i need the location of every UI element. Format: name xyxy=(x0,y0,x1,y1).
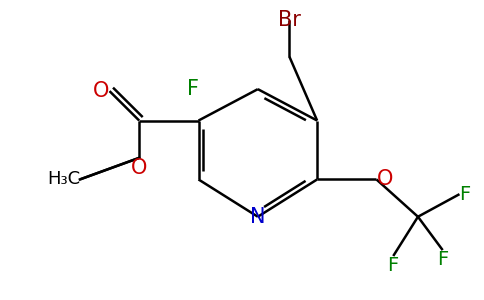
Text: O: O xyxy=(377,169,393,189)
Text: O: O xyxy=(131,158,148,178)
Text: H₃C: H₃C xyxy=(47,170,80,188)
Text: F: F xyxy=(388,256,399,275)
Text: F: F xyxy=(459,185,471,204)
Text: O: O xyxy=(93,81,109,101)
Text: F: F xyxy=(437,250,448,269)
Text: N: N xyxy=(250,207,266,227)
Text: F: F xyxy=(186,79,198,99)
Text: Br: Br xyxy=(278,11,301,30)
